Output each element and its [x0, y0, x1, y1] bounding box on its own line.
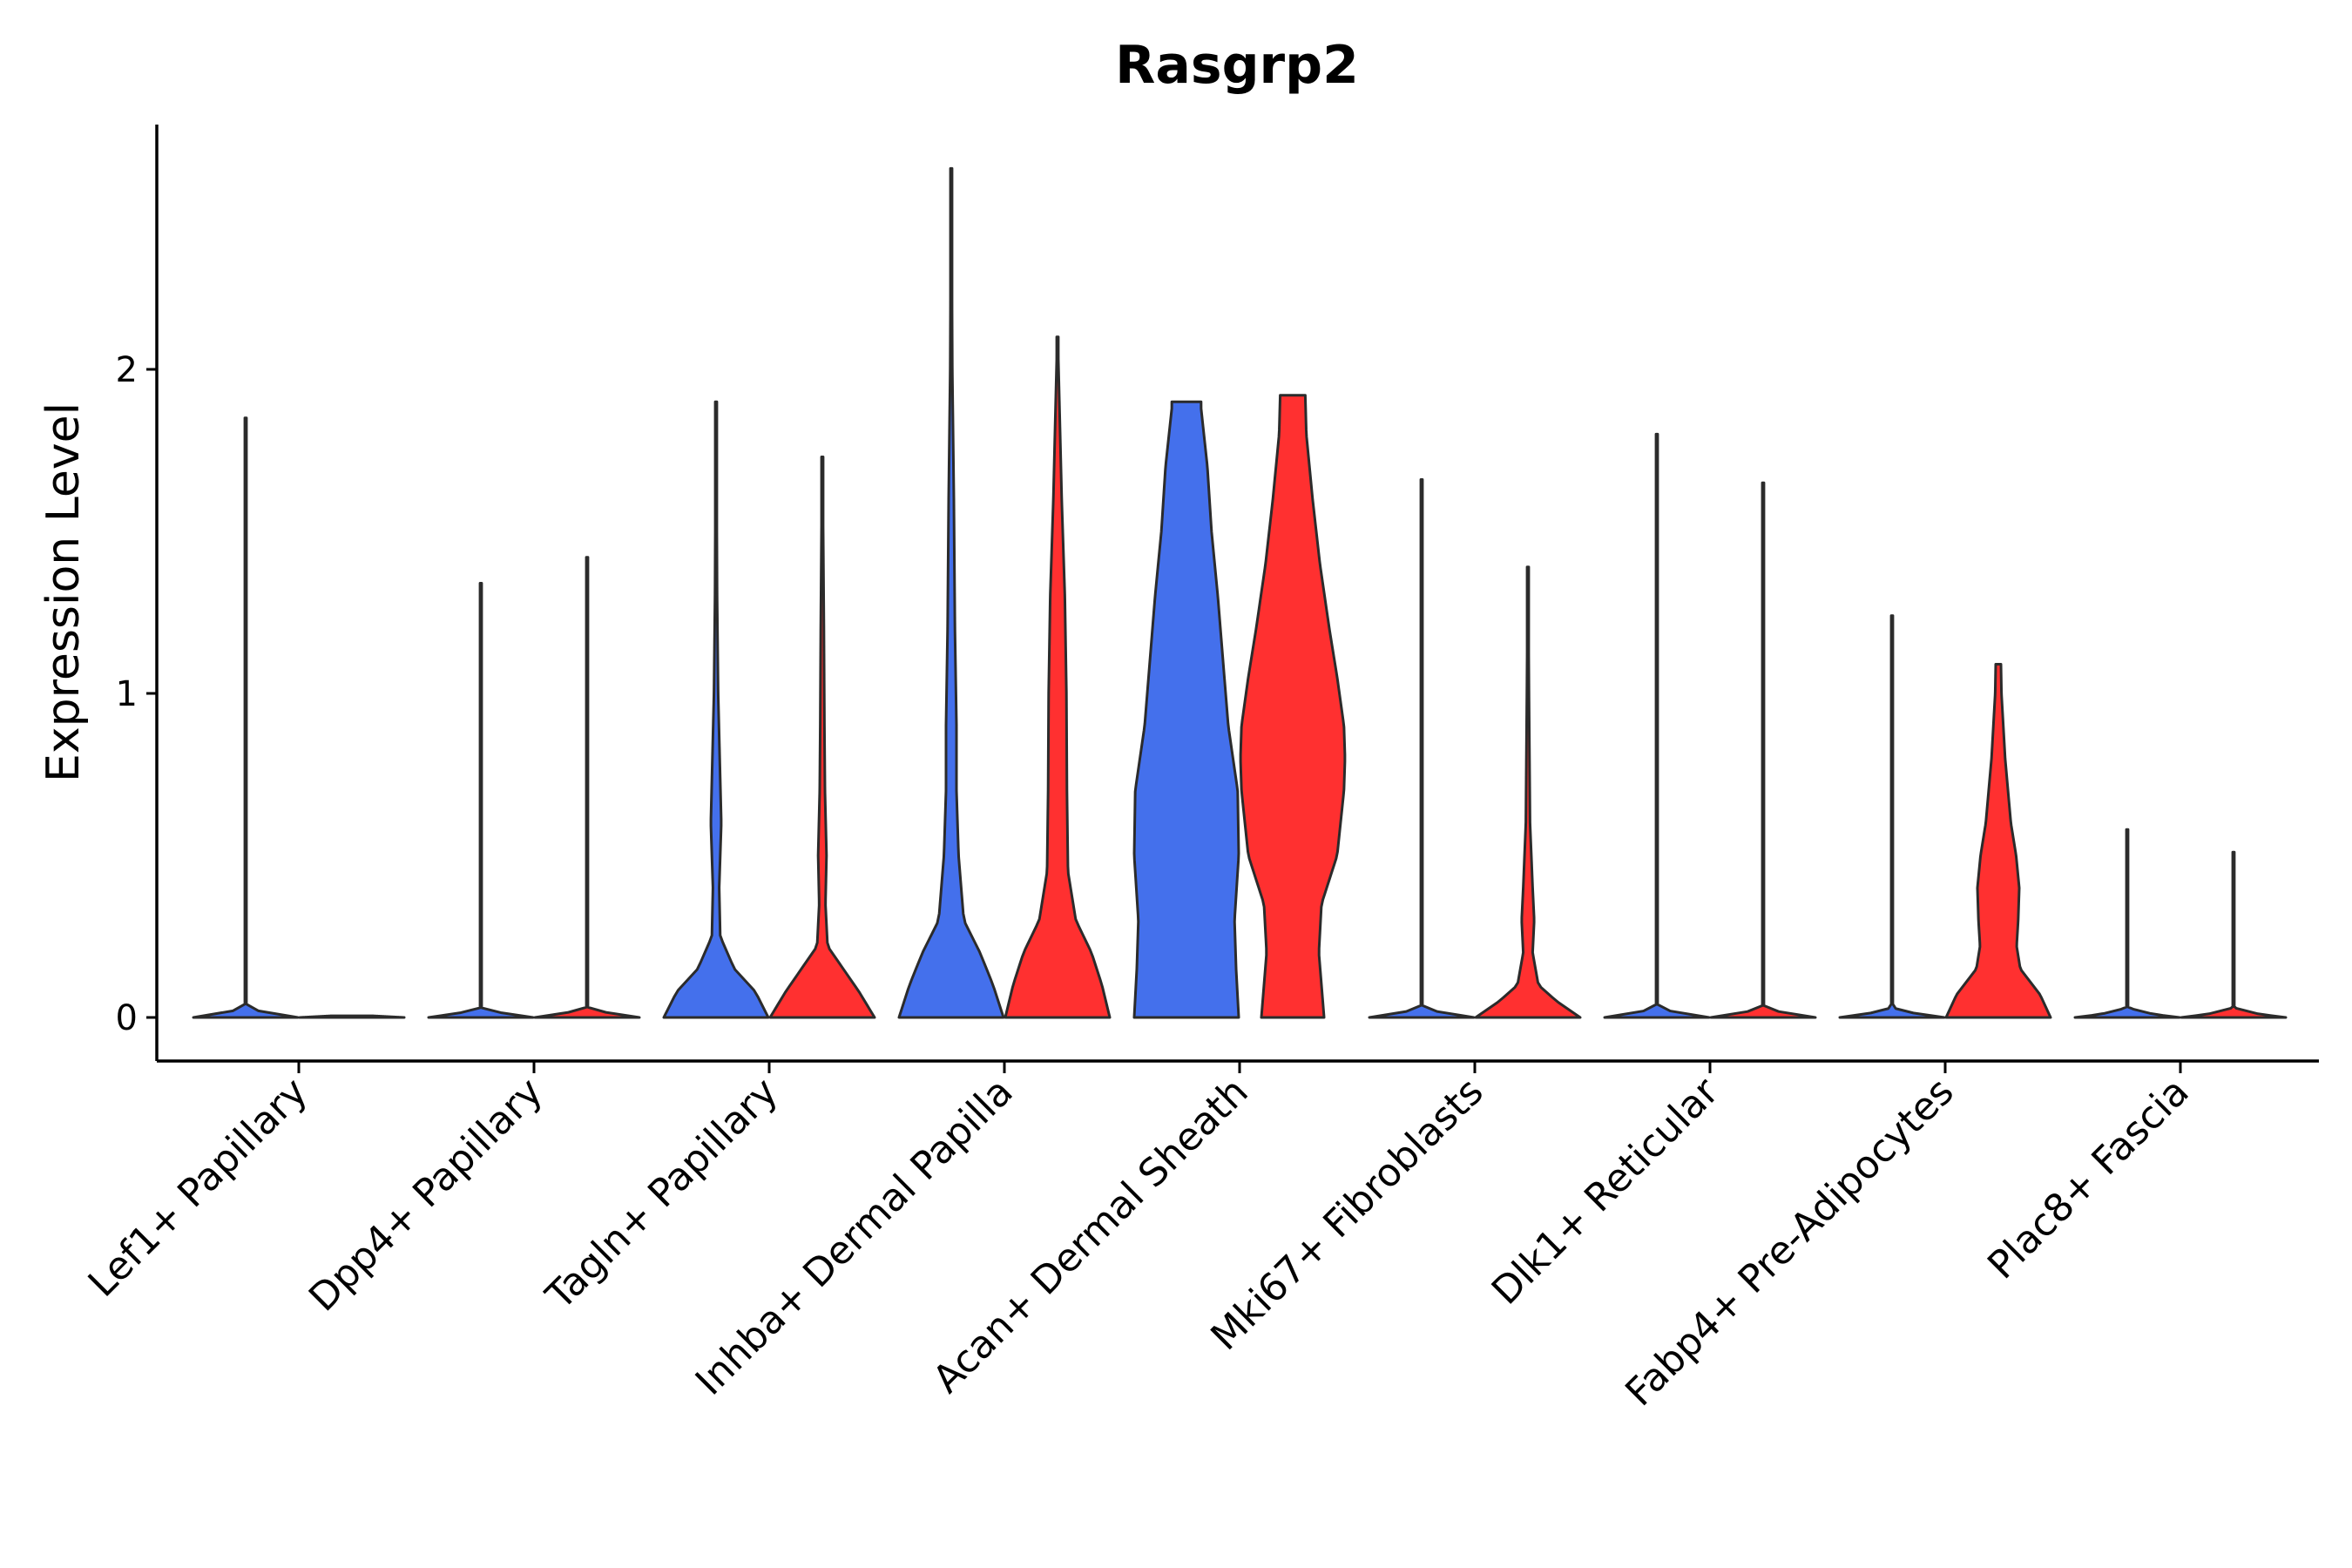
- y-tick-label-2: 2: [116, 350, 138, 390]
- violin-group_a-3: [662, 400, 770, 1019]
- violin-group_a-7: [1603, 432, 1711, 1019]
- y-tick-label-0: 0: [116, 998, 138, 1038]
- axes-layer: [155, 125, 2319, 1063]
- y-tick-label-1: 1: [116, 674, 138, 714]
- violin-group_b-6: [1474, 565, 1582, 1019]
- violin-group_a-4: [897, 166, 1005, 1019]
- violin-group_b-5: [1239, 394, 1347, 1019]
- violins-layer: [192, 166, 2288, 1019]
- y-axis-label: Expression Level: [37, 402, 90, 782]
- violin-group_a-8: [1838, 614, 1946, 1019]
- violin-group_a-6: [1368, 477, 1476, 1019]
- violin-group_a-9: [2073, 828, 2181, 1019]
- chart-title: Rasgrp2: [1115, 35, 1359, 96]
- x-tick-label-6: Mki67+ Fibroblasts: [1202, 1070, 1491, 1359]
- x-tick-label-9: Plac8+ Fascia: [1979, 1070, 2198, 1288]
- x-tick-label-7: Dlk1+ Reticular: [1484, 1069, 1728, 1314]
- violin-group_b-2: [533, 556, 641, 1019]
- violin-group_a-5: [1132, 400, 1240, 1019]
- violin-group_b-3: [768, 455, 876, 1019]
- x-tick-label-2: Dpp4+ Papillary: [301, 1070, 551, 1321]
- violin-group_b-7: [1709, 481, 1817, 1019]
- x-tick-label-1: Lef1+ Papillary: [80, 1070, 316, 1306]
- violin-group_b-4: [1004, 335, 1112, 1019]
- violin-group_a-1: [192, 416, 300, 1019]
- y-ticks: 0 1 2: [116, 350, 157, 1038]
- violin-group_b-9: [2180, 850, 2288, 1019]
- violin-group_a-2: [427, 582, 535, 1019]
- x-tick-label-3: Tagln+ Papillary: [537, 1070, 787, 1319]
- violin-group_b-8: [1944, 663, 2052, 1019]
- violin-group_b-1: [298, 1014, 406, 1019]
